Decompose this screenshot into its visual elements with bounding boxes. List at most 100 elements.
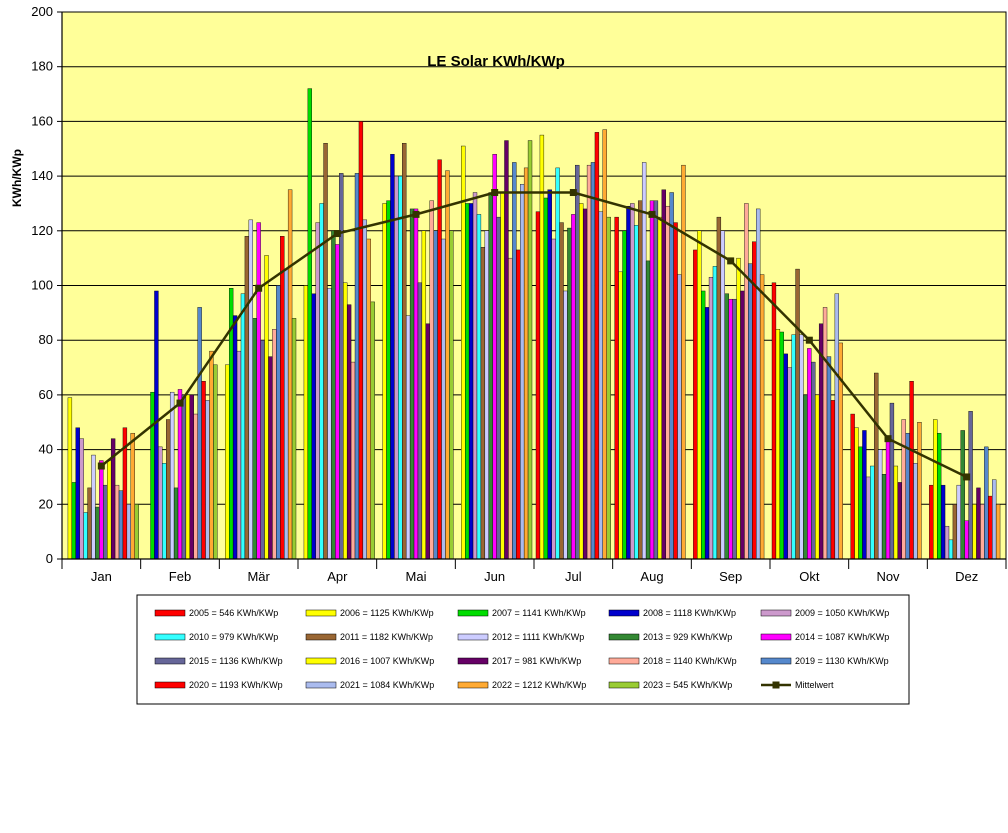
bar	[205, 400, 210, 560]
bar	[929, 484, 934, 560]
bar	[362, 219, 368, 560]
bar	[563, 290, 568, 560]
mean-point	[569, 189, 577, 197]
bar	[504, 140, 509, 560]
bar	[280, 236, 285, 560]
bar	[877, 449, 883, 560]
legend-swatch	[154, 609, 186, 617]
bar	[539, 134, 545, 560]
y-tick-label: 100	[31, 278, 53, 293]
bar	[870, 465, 875, 560]
bar	[854, 427, 859, 560]
bar	[630, 203, 635, 560]
bar	[166, 419, 171, 560]
bar	[885, 435, 891, 560]
bar	[661, 189, 666, 560]
mean-point	[648, 210, 656, 218]
bar	[791, 334, 796, 560]
mean-point	[176, 399, 184, 407]
bar	[492, 154, 497, 560]
bar	[248, 219, 253, 560]
bar	[555, 167, 560, 560]
y-tick-label: 40	[39, 442, 53, 457]
bar	[523, 167, 529, 560]
bar	[189, 394, 194, 560]
legend-swatch	[305, 657, 337, 665]
bar	[712, 266, 718, 560]
bar	[862, 430, 867, 560]
bar	[881, 474, 887, 560]
bar	[252, 318, 257, 560]
bar	[307, 88, 312, 560]
bar	[960, 430, 965, 560]
bar	[850, 413, 855, 560]
bar	[807, 348, 812, 560]
bar	[858, 446, 863, 560]
bar	[752, 241, 757, 560]
bar	[579, 203, 584, 560]
bar	[236, 350, 242, 560]
bar	[818, 323, 824, 560]
bar	[468, 203, 474, 560]
mean-point	[491, 189, 499, 197]
bar	[134, 504, 139, 560]
bar	[232, 315, 238, 560]
bars	[67, 88, 1001, 560]
mean-point	[255, 284, 263, 292]
bar	[276, 285, 281, 560]
bar	[500, 192, 505, 560]
bar	[677, 274, 682, 560]
bar	[240, 293, 246, 560]
x-tick-label: Jan	[91, 569, 112, 584]
bar	[995, 504, 1001, 560]
bar	[933, 419, 938, 560]
y-tick-label: 20	[39, 496, 53, 511]
bar	[590, 162, 596, 560]
x-tick-label: Mär	[247, 569, 270, 584]
bar	[508, 257, 513, 560]
bar	[618, 271, 623, 560]
bar	[402, 143, 407, 560]
mean-point	[97, 462, 105, 470]
bar	[260, 340, 265, 560]
bar	[256, 222, 261, 560]
bar	[952, 504, 958, 560]
legend-label: 2021 = 1084 KWh/KWp	[340, 680, 434, 690]
legend-label: 2017 = 981 KWh/KWp	[492, 656, 581, 666]
legend-swatch	[608, 609, 640, 617]
x-tick-label: Nov	[876, 569, 900, 584]
bar	[394, 175, 399, 560]
x-tick-label: Jul	[565, 569, 582, 584]
y-tick-label: 200	[31, 4, 53, 19]
bar	[732, 298, 737, 560]
legend-swatch	[154, 633, 186, 641]
legend-label: 2011 = 1182 KWh/KWp	[340, 632, 433, 642]
bar	[547, 189, 552, 560]
bar	[354, 173, 360, 560]
bar	[795, 268, 800, 560]
mean-point	[412, 210, 420, 218]
bar	[319, 203, 324, 560]
bar	[441, 238, 446, 560]
bar	[586, 164, 592, 560]
mean-point	[884, 435, 892, 443]
bar	[638, 200, 643, 560]
bar	[575, 164, 580, 560]
bar	[956, 484, 961, 560]
y-tick-label: 80	[39, 332, 53, 347]
bar	[728, 298, 733, 560]
bar	[626, 205, 631, 560]
bar	[429, 200, 434, 560]
bar	[736, 257, 741, 560]
legend-label: 2023 = 545 KWh/KWp	[643, 680, 732, 690]
legend-label: 2009 = 1050 KWh/KWp	[795, 608, 889, 618]
legend-swatch	[608, 681, 640, 689]
bar	[771, 282, 777, 560]
legend-swatch	[305, 633, 337, 641]
bar	[366, 238, 371, 560]
bar	[150, 391, 155, 560]
bar	[697, 230, 702, 560]
bar	[606, 216, 611, 560]
bar	[461, 145, 466, 560]
bar	[708, 277, 714, 560]
